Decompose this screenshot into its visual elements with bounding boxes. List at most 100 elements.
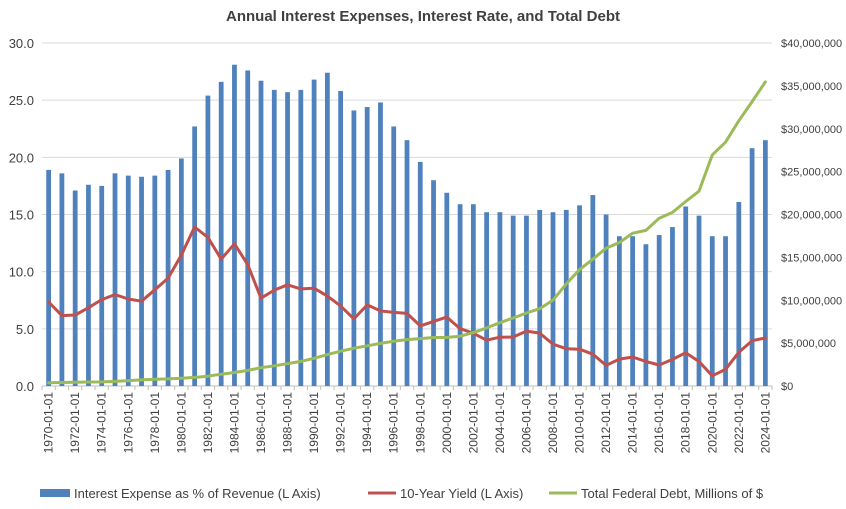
bar [696,215,702,386]
bar [563,209,569,386]
interest-expense-bars [46,64,768,387]
x-tick-label: 1976-01-01 [121,392,135,454]
bar [245,70,251,386]
x-tick-label: 1994-01-01 [360,392,374,454]
left-tick-label: 25.0 [9,93,34,108]
x-tick-label: 2010-01-01 [573,392,587,454]
bar [417,161,423,386]
left-tick-label: 20.0 [9,150,34,165]
x-tick-label: 1990-01-01 [307,392,321,454]
x-tick-label: 2002-01-01 [466,392,480,454]
bar [656,235,662,386]
bar [590,195,596,386]
bar [311,79,317,386]
left-axis: 0.0 5.0 10.0 15.0 20.0 25.0 30.0 [9,36,34,394]
bar [484,212,490,386]
x-tick-label: 1972-01-01 [68,392,82,454]
legend-label-interest-expense: Interest Expense as % of Revenue (L Axis… [74,486,321,501]
bar [643,244,649,386]
right-tick-label: $35,000,000 [781,81,842,93]
bar [497,212,503,386]
debt-line [47,80,767,385]
bar [749,148,755,386]
bar [298,89,304,387]
series-lines [47,80,767,385]
chart-title: Annual Interest Expenses, Interest Rate,… [226,8,620,25]
bar [59,173,65,386]
x-tick-label: 1986-01-01 [254,392,268,454]
left-tick-label: 5.0 [16,322,34,337]
x-axis: 1970-01-01 1972-01-01 1974-01-01 1976-01-01… [41,386,773,454]
bar [603,214,609,386]
x-tick-label: 2018-01-01 [679,392,693,454]
x-tick-label: 2016-01-01 [652,392,666,454]
bar [444,192,450,386]
x-tick-label: 1978-01-01 [148,392,162,454]
x-tick-label: 2008-01-01 [546,392,560,454]
bar [391,126,397,387]
right-tick-label: $15,000,000 [781,252,842,264]
x-tick-label: 1982-01-01 [201,392,215,454]
x-tick-label: 2024-01-01 [758,392,772,454]
right-tick-label: $40,000,000 [781,38,842,50]
left-tick-label: 10.0 [9,265,34,280]
bar [709,236,715,386]
legend: Interest Expense as % of Revenue (L Axis… [40,486,764,501]
x-tick-label: 2022-01-01 [732,392,746,454]
right-tick-label: $5,000,000 [781,338,836,350]
bar [630,236,636,386]
bar [338,91,344,387]
bar [364,107,370,386]
bar [351,110,357,386]
bar [470,204,476,386]
right-axis: $0 $5,000,000 $10,000,000 $15,000,000 $20,00… [781,38,842,393]
x-tick-label: 1992-01-01 [334,392,348,454]
right-tick-label: $0 [781,381,793,393]
left-tick-label: 30.0 [9,36,34,51]
bar [46,169,52,386]
bar [232,64,237,387]
bar [218,81,224,386]
bar [378,102,383,386]
bar [285,92,290,386]
right-tick-label: $30,000,000 [781,124,842,136]
bar [205,95,211,387]
bar [524,215,529,386]
x-tick-label: 2014-01-01 [626,392,640,454]
bar [86,184,91,386]
x-tick-label: 2000-01-01 [440,392,454,454]
x-tick-label: 1988-01-01 [281,392,295,454]
legend-item-10-year-yield: 10-Year Yield (L Axis) [368,486,523,501]
x-tick-label: 1984-01-01 [227,392,241,454]
left-tick-label: 15.0 [9,208,34,223]
bar [125,175,131,386]
bar [431,180,436,386]
bar [192,126,198,387]
bar [723,236,728,386]
bar [258,80,264,386]
yield-line [47,225,767,378]
bar [762,140,768,386]
bar [99,185,105,386]
left-tick-label: 0.0 [16,379,34,394]
bar [139,176,144,386]
right-tick-label: $20,000,000 [781,210,842,222]
bar [152,175,158,386]
x-tick-label: 1998-01-01 [413,392,427,454]
bar [616,236,622,386]
x-tick-label: 2006-01-01 [519,392,533,454]
bar [670,227,675,386]
bar [271,89,277,387]
legend-item-interest-expense: Interest Expense as % of Revenue (L Axis… [40,486,321,501]
bar [178,158,184,386]
x-tick-label: 1980-01-01 [174,392,188,454]
x-tick-label: 2004-01-01 [493,392,507,454]
legend-item-total-federal-debt: Total Federal Debt, Millions of $ [549,486,764,501]
bar [112,173,118,386]
bar [404,140,410,386]
bar [683,206,689,386]
bar [457,204,463,386]
bar [537,209,543,386]
bar [736,201,742,386]
